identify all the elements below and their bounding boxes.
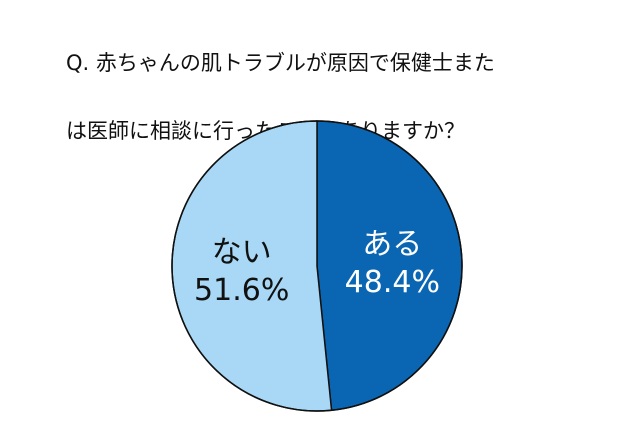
- slice-label-1: ない: [212, 235, 272, 270]
- pie-outline: [171, 120, 463, 412]
- slice-value-label-1: 51.6%: [194, 273, 289, 308]
- slice-label-0: ある: [362, 227, 422, 262]
- slice-value-label-0: 48.4%: [345, 265, 440, 300]
- chart-title-line-1: Q. 赤ちゃんの肌トラブルが原因で保健士また: [66, 51, 495, 75]
